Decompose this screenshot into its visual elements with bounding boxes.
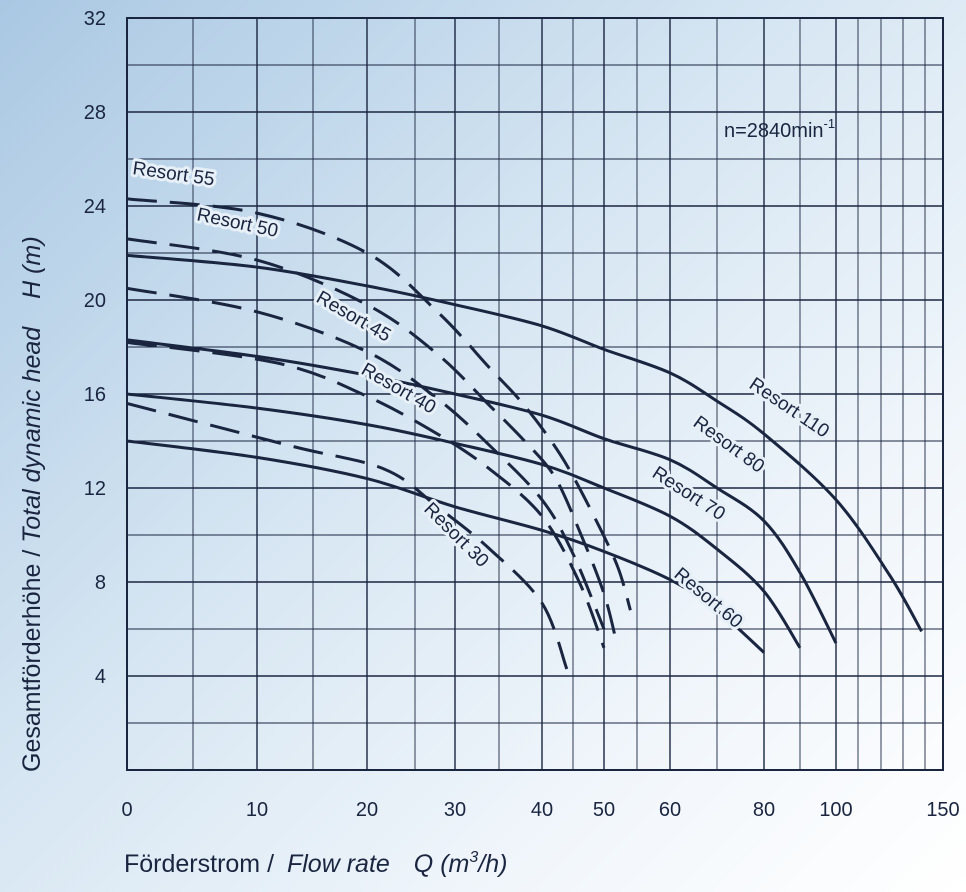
resort-80-curve bbox=[126, 338, 838, 644]
resort-30-curve bbox=[126, 401, 569, 670]
y-tick-label: 28 bbox=[84, 102, 106, 124]
x-tick-label: 10 bbox=[246, 799, 268, 821]
y-tick-label: 4 bbox=[95, 666, 106, 688]
x-tick-label: 50 bbox=[593, 799, 615, 821]
resort-60-label: Resort 60 bbox=[670, 564, 747, 633]
y-tick-label: 8 bbox=[95, 572, 106, 594]
y-tick-label: 32 bbox=[84, 8, 106, 30]
y-tick-label: 16 bbox=[84, 384, 106, 406]
resort-45-label: Resort 45 bbox=[313, 287, 395, 346]
x-tick-label: 30 bbox=[444, 799, 466, 821]
resort-55-curve bbox=[126, 197, 632, 611]
resort-55-label: Resort 55 bbox=[131, 158, 215, 190]
x-tick-label: 40 bbox=[531, 799, 553, 821]
x-tick-label: 100 bbox=[819, 799, 852, 821]
y-tick-label: 20 bbox=[84, 290, 106, 312]
speed-annotation: n=2840min-1 bbox=[724, 116, 835, 142]
resort-70-curve bbox=[126, 392, 802, 649]
resort-50-curve bbox=[126, 237, 619, 646]
y-tick-label: 12 bbox=[84, 478, 106, 500]
x-tick-label: 150 bbox=[926, 799, 959, 821]
resort-60-curve bbox=[126, 439, 766, 654]
x-tick-label: 20 bbox=[356, 799, 378, 821]
grid bbox=[127, 18, 944, 770]
y-axis-title: Gesamtförderhöhe / Total dynamic headH (… bbox=[18, 236, 46, 772]
resort-40-curve bbox=[126, 340, 606, 649]
resort-80-label: Resort 80 bbox=[689, 412, 768, 477]
resort-110-label: Resort 110 bbox=[745, 374, 833, 443]
x-tick-label: 0 bbox=[121, 799, 132, 821]
x-tick-label: 80 bbox=[753, 799, 775, 821]
resort-45-curve bbox=[126, 286, 606, 630]
x-axis-title: Förderstrom / Flow rate Q (m3/h) bbox=[124, 849, 507, 878]
x-tick-label: 60 bbox=[659, 799, 681, 821]
y-tick-label: 24 bbox=[84, 196, 106, 218]
tick-labels: 0 10 20 30 40 50 60 80 100 150 4 8 12 16 20 24 28 32 bbox=[84, 8, 960, 821]
resort-110-curve bbox=[126, 253, 923, 633]
curves bbox=[126, 197, 923, 670]
